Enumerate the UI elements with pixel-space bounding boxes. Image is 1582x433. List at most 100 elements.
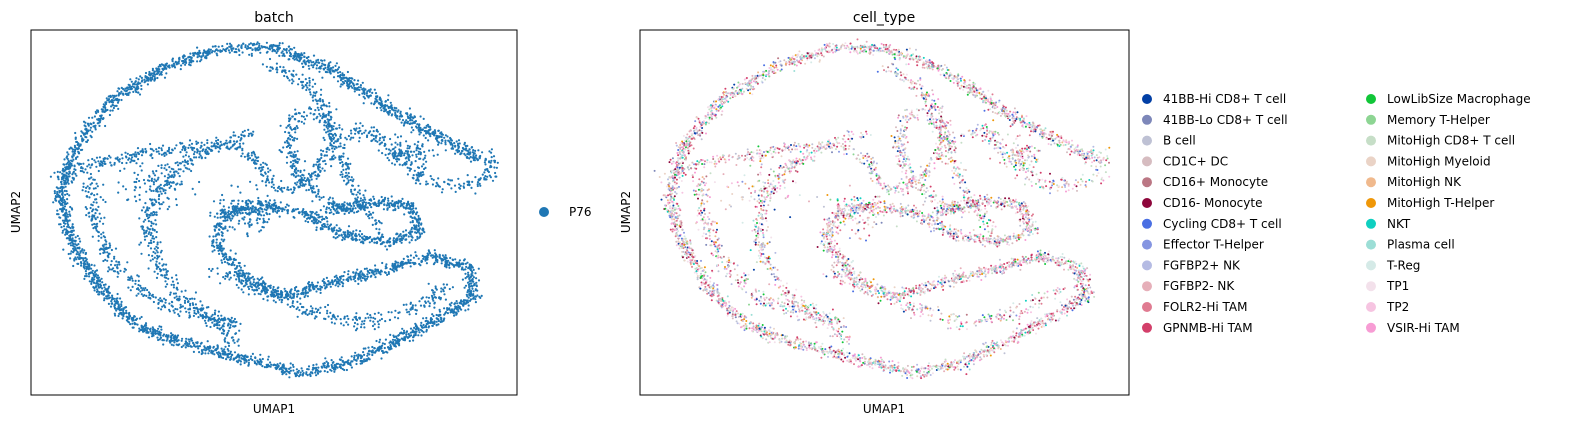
scatter-point <box>331 150 334 153</box>
scatter-point <box>112 267 115 270</box>
scatter-point <box>430 254 433 257</box>
scatter-point <box>217 353 220 356</box>
scatter-point <box>323 217 326 221</box>
scatter-point <box>265 287 268 290</box>
scatter-point <box>414 160 417 163</box>
scatter-point <box>332 70 335 73</box>
scatter-point <box>340 322 343 325</box>
scatter-point <box>453 184 457 187</box>
scatter-point <box>320 88 323 91</box>
scatter-point <box>146 288 149 292</box>
scatter-point <box>408 313 411 316</box>
scatter-point <box>451 258 454 261</box>
scatter-point <box>314 82 317 85</box>
scatter-point <box>425 180 428 183</box>
scatter-point <box>254 49 257 52</box>
scatter-point <box>365 92 368 95</box>
scatter-point <box>94 198 97 201</box>
scatter-point <box>392 147 395 150</box>
scatter-point <box>301 369 304 372</box>
scatter-point <box>372 130 375 133</box>
scatter-point <box>408 147 411 150</box>
scatter-point <box>146 217 150 220</box>
scatter-point <box>156 186 159 189</box>
scatter-point <box>469 285 472 288</box>
scatter-point <box>199 60 202 63</box>
scatter-point <box>349 275 352 278</box>
scatter-point <box>407 157 410 160</box>
scatter-point <box>166 208 169 211</box>
scatter-point <box>440 139 443 142</box>
scatter-point <box>57 200 61 203</box>
scatter-point <box>74 256 77 259</box>
scatter-point <box>76 256 79 259</box>
scatter-point <box>349 129 353 132</box>
scatter-point <box>192 54 195 57</box>
scatter-point <box>458 183 461 186</box>
scatter-point <box>116 266 119 269</box>
scatter-point <box>353 354 356 357</box>
scatter-point <box>440 131 443 134</box>
scatter-point <box>303 52 306 55</box>
scatter-point <box>442 283 445 286</box>
scatter-point <box>408 204 412 208</box>
scatter-point <box>339 318 342 321</box>
scatter-point <box>341 80 344 83</box>
scatter-point <box>140 76 143 79</box>
scatter-point <box>491 179 495 182</box>
scatter-point <box>152 240 155 243</box>
scatter-point <box>384 196 387 199</box>
scatter-point <box>175 203 178 207</box>
scatter-point <box>373 102 376 105</box>
scatter-point <box>339 173 342 176</box>
scatter-point <box>368 241 371 244</box>
scatter-point <box>248 225 251 228</box>
scatter-point <box>262 214 266 217</box>
scatter-point <box>423 305 426 308</box>
scatter-point <box>298 309 301 312</box>
scatter-point <box>100 290 103 293</box>
scatter-point <box>276 190 279 193</box>
scatter-point <box>89 183 92 186</box>
scatter-point <box>164 298 167 302</box>
scatter-point <box>211 50 214 53</box>
scatter-point <box>377 219 380 223</box>
scatter-point <box>239 363 242 366</box>
scatter-point <box>363 358 366 361</box>
scatter-point <box>401 197 404 200</box>
scatter-point <box>123 270 126 273</box>
scatter-point <box>434 285 437 288</box>
scatter-point <box>403 213 406 216</box>
scatter-point <box>312 99 315 102</box>
scatter-point <box>213 353 216 356</box>
scatter-point <box>387 94 390 97</box>
scatter-point <box>490 151 493 154</box>
scatter-point <box>151 156 154 160</box>
scatter-point <box>288 49 291 52</box>
scatter-point <box>308 77 311 80</box>
scatter-point <box>155 67 158 70</box>
scatter-point <box>457 139 461 142</box>
scatter-point <box>418 300 421 303</box>
scatter-point <box>180 183 183 186</box>
scatter-point <box>79 162 82 166</box>
scatter-point <box>427 326 430 329</box>
scatter-point <box>248 53 251 56</box>
scatter-point <box>106 259 109 262</box>
scatter-point <box>239 146 242 149</box>
scatter-point <box>99 115 103 118</box>
scatter-point <box>126 261 129 264</box>
scatter-point <box>223 322 226 325</box>
scatter-point <box>374 92 378 95</box>
scatter-point <box>225 258 228 261</box>
scatter-point <box>333 280 336 283</box>
scatter-point <box>220 356 223 359</box>
scatter-point <box>66 215 69 218</box>
scatter-point <box>91 130 94 133</box>
scatter-point <box>237 222 240 225</box>
scatter-point <box>79 169 82 173</box>
scatter-point <box>88 196 91 199</box>
scatter-point <box>65 163 68 166</box>
scatter-point <box>319 306 322 309</box>
scatter-point <box>209 325 212 329</box>
